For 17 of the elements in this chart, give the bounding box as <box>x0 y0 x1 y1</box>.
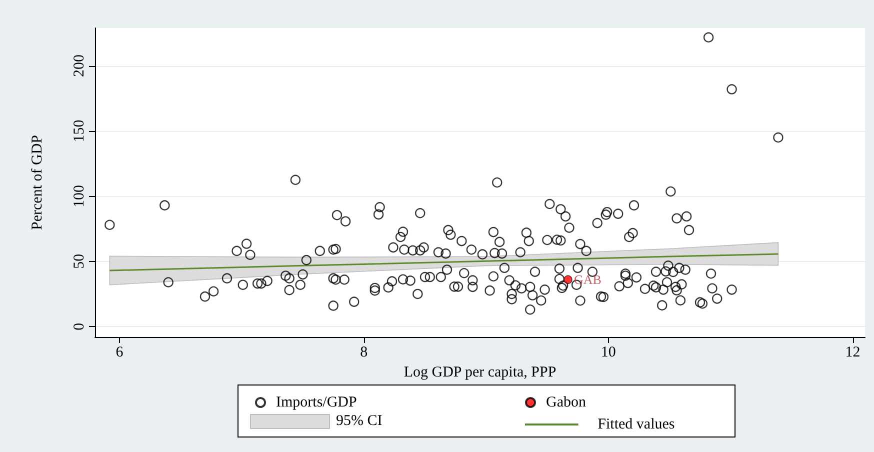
line-series <box>108 253 779 272</box>
y-axis-title: Percent of GDP <box>30 135 46 230</box>
y-tick-label: 100 <box>72 184 88 208</box>
y-tick-label: 200 <box>72 54 88 78</box>
legend-label: Fitted values <box>598 416 675 432</box>
y-tick-label: 150 <box>72 120 88 142</box>
legend-label: Gabon <box>546 394 586 410</box>
x-tick-label: 8 <box>360 344 368 360</box>
x-tick-label: 6 <box>116 344 124 360</box>
x-axis-title: Log GDP per capita, PPP <box>404 364 556 380</box>
y-tick-label: 0 <box>72 322 88 330</box>
y-tick-label: 50 <box>72 254 88 269</box>
x-tick-label: 12 <box>845 344 860 360</box>
annotation: GAB <box>574 272 602 288</box>
text: 95% CI <box>336 412 382 430</box>
x-tick-label: 10 <box>600 344 616 360</box>
legend-label: Imports/GDP <box>276 394 357 410</box>
